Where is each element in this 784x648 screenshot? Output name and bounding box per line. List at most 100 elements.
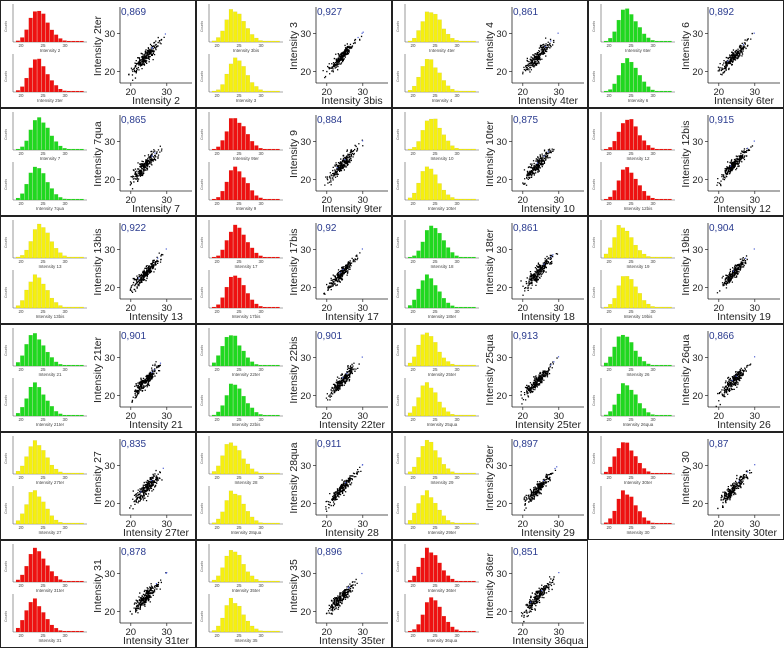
hist-bar xyxy=(250,141,255,151)
hist-bar xyxy=(237,450,242,475)
hist-bar xyxy=(15,197,20,201)
hist-bar xyxy=(446,247,451,259)
hist-bar xyxy=(437,72,442,93)
hist-bar xyxy=(446,140,451,151)
hist-bar xyxy=(24,456,29,475)
hist-bar xyxy=(454,147,459,151)
hist-bar xyxy=(15,412,20,417)
hist-bar xyxy=(437,509,442,525)
hist-bar xyxy=(450,578,455,583)
scatter-y-label: Intensity 18ter xyxy=(484,229,496,295)
hist-bar xyxy=(424,230,429,259)
hist-bar xyxy=(471,472,476,475)
hist-bar xyxy=(32,440,37,475)
scatter-y-label: Intensity 25qua xyxy=(484,334,496,405)
panel: Counts 20 25 30 Intensity 21 Counts 20 25 30 Inte… xyxy=(0,324,196,432)
hist-bar xyxy=(62,90,67,93)
hist-bar xyxy=(650,89,655,93)
y-tick-label: 30 xyxy=(692,245,703,256)
hist-bar xyxy=(663,256,668,259)
scatter-point xyxy=(554,467,556,470)
y-tick-label: 20 xyxy=(104,391,115,402)
hist-bar xyxy=(407,412,412,417)
hist-bar xyxy=(220,140,225,151)
hist-tick-label: 25 xyxy=(40,475,46,480)
scatter-point xyxy=(357,36,359,39)
hist-bar xyxy=(41,13,46,43)
hist-bar xyxy=(667,148,672,151)
hist-x-label: Intensity 13bis xyxy=(36,314,66,319)
hist-tick-label: 25 xyxy=(628,367,634,372)
hist-bar xyxy=(463,198,468,201)
correlation-value: 0,861 xyxy=(513,7,538,18)
hist-tick-label: 30 xyxy=(258,201,264,206)
hist-bar xyxy=(659,472,664,475)
hist-bar xyxy=(71,306,76,309)
hist-bar xyxy=(271,198,276,201)
hist-bar xyxy=(211,256,216,259)
hist-bar xyxy=(62,364,67,367)
correlation-value: 0,866 xyxy=(709,331,734,342)
hist-bar xyxy=(71,40,76,43)
hist-bar xyxy=(79,364,84,367)
hist-bar xyxy=(625,167,630,201)
hist-bar xyxy=(66,256,71,259)
hist-x-label: Intensity 18 xyxy=(430,264,454,269)
hist-x-label: Intensity 31 xyxy=(38,638,62,643)
panel: Counts 20 25 30 Intensity 29 Counts 20 25 30 Inte… xyxy=(392,432,588,540)
hist-bar xyxy=(446,621,451,633)
scatter-points xyxy=(325,578,358,615)
hist-bar xyxy=(642,468,647,475)
y-tick-label: 20 xyxy=(104,607,115,618)
hist-tick-label: 20 xyxy=(606,525,612,530)
x-tick-label: 20 xyxy=(714,195,725,206)
scatter-plot: 20 30 20 30 0,835 Intensity 27ter Intensity 27 xyxy=(92,439,192,539)
hist-bar xyxy=(37,606,42,633)
scatter-point xyxy=(362,31,364,33)
x-tick-label: 20 xyxy=(126,411,137,422)
hist-bar xyxy=(433,118,438,151)
hist-bar xyxy=(467,40,472,43)
hist-bar xyxy=(224,19,229,43)
hist-bar xyxy=(250,468,255,475)
hist-bar xyxy=(62,580,67,583)
hist-tick-label: 30 xyxy=(650,417,656,422)
hist-bar xyxy=(28,601,33,633)
hist-bar xyxy=(412,147,417,151)
hist-bar xyxy=(458,364,463,367)
scatter-plot: 20 30 20 30 0,866 Intensity 26 Intensity 26qua xyxy=(680,331,780,431)
hist-x-label: Intensity 27ter xyxy=(36,480,65,485)
hist-tick-label: 25 xyxy=(40,43,46,48)
hist-bar xyxy=(620,169,625,201)
counts-axis-label: Counts xyxy=(592,287,596,298)
x-tick-label: 20 xyxy=(322,195,333,206)
hist-tick-label: 25 xyxy=(40,309,46,314)
hist-tick-label: 20 xyxy=(214,475,220,480)
hist-x-label: Intensity 19bis xyxy=(624,314,654,319)
hist-bar xyxy=(646,256,651,259)
hist-bar xyxy=(75,90,80,93)
hist-bar xyxy=(416,566,421,583)
hist-bar xyxy=(433,342,438,367)
hist-bar xyxy=(241,66,246,93)
hist-bar xyxy=(654,364,659,367)
hist-bar xyxy=(608,89,613,93)
correlation-value: 0,904 xyxy=(709,223,734,234)
x-tick-label: 30 xyxy=(750,303,761,314)
x-tick-label: 20 xyxy=(518,627,529,638)
hist-bar xyxy=(220,617,225,633)
hist-bar xyxy=(625,8,630,43)
hist-bar xyxy=(37,386,42,417)
hist-x-label: Intensity 27 xyxy=(38,530,62,535)
scatter-x-label: Intensity 19 xyxy=(717,311,771,323)
hist-tick-label: 25 xyxy=(40,93,46,98)
scatter-point xyxy=(347,587,349,589)
hist-bar xyxy=(49,188,54,201)
hist-tick-label: 30 xyxy=(454,525,460,530)
hist-x-label: Intensity 29 xyxy=(430,480,454,485)
hist-bar xyxy=(267,148,272,151)
